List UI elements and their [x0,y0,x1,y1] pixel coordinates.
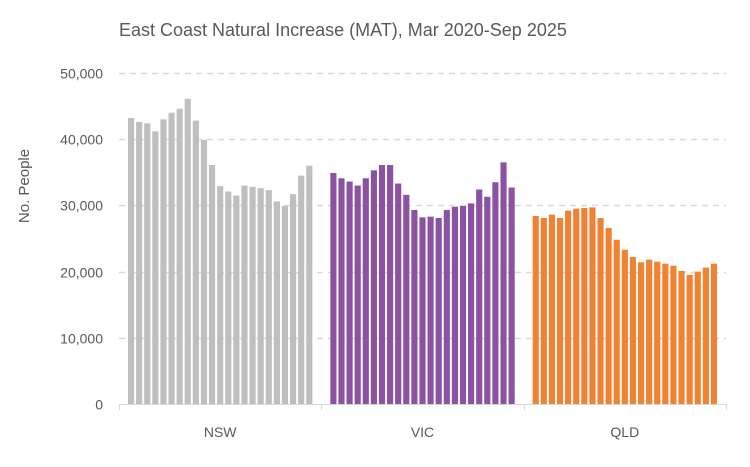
bar-vic [387,165,394,404]
y-tick-label: 20,000 [60,265,103,281]
bar-vic [362,178,369,404]
bar-qld [589,207,596,404]
bar-nsw [208,165,216,404]
bar-vic [508,187,515,404]
bar-nsw [241,185,248,404]
category-labels: NSW VIC QLD [204,424,639,440]
bar-nsw [200,139,208,405]
bar-vic [468,203,475,404]
y-tick-label: 50,000 [60,66,103,82]
bar-nsw [281,206,289,404]
bar-qld [654,261,661,404]
bar-vic [338,178,345,404]
category-label-qld: QLD [610,424,639,440]
bar-qld [629,257,637,404]
bar-qld [686,274,693,404]
bar-vic [354,185,361,404]
bar-vic [346,181,353,404]
bar-vic [411,210,418,404]
bar-nsw [290,194,297,404]
bar-vic [370,170,377,404]
bar-qld [556,217,564,404]
bar-qld [548,214,555,404]
bar-vic [378,165,386,404]
y-tick-label: 0 [95,397,103,413]
y-axis-label: No. People [16,149,33,223]
bar-nsw [217,186,224,404]
bar-nsw [144,123,151,404]
bar-nsw [192,120,199,404]
bar-qld [646,259,653,404]
category-label-vic: VIC [411,424,434,440]
bar-qld [565,210,572,404]
bar-vic [500,162,507,404]
bar-vic [419,217,426,404]
bar-nsw [160,119,167,404]
bar-qld [581,208,588,404]
bar-nsw [233,195,240,404]
bar-qld [678,270,685,404]
bar-qld [621,249,628,404]
bar-vic [330,172,337,404]
bar-vic [484,196,491,404]
bar-vic [403,194,410,404]
bar-nsw [298,175,305,404]
bars [127,98,718,405]
x-axis-ticks [119,404,727,410]
bar-qld [532,215,539,404]
bar-vic [492,182,499,404]
bar-qld [694,271,701,404]
bar-vic [435,217,442,404]
bar-nsw [168,112,175,404]
bar-vic [427,216,434,404]
bar-qld [710,263,718,404]
y-axis-ticks: 0 10,000 20,000 30,000 40,000 50,000 [60,66,103,413]
chart-title: East Coast Natural Increase (MAT), Mar 2… [119,20,567,40]
bar-qld [702,267,709,404]
y-tick-label: 30,000 [60,198,103,214]
bar-vic [476,189,483,404]
bar-nsw [176,108,183,404]
bar-vic [459,206,467,404]
bar-nsw [184,98,191,404]
bar-qld [605,227,612,404]
bar-nsw [127,118,135,405]
bar-vic [443,210,450,404]
bar-vic [451,206,458,404]
bar-nsw [136,121,143,405]
y-tick-label: 10,000 [60,331,103,347]
bar-nsw [257,188,264,404]
bar-nsw [225,191,232,404]
bar-nsw [265,190,272,404]
y-tick-label: 40,000 [60,132,103,148]
category-label-nsw: NSW [204,424,237,440]
bar-nsw [306,165,313,404]
bar-nsw [249,186,256,404]
bar-qld [573,208,580,404]
bar-qld [637,262,645,404]
bar-qld [597,217,604,404]
bar-vic [395,183,402,404]
bar-qld [613,239,620,404]
bar-qld [670,265,677,404]
bar-nsw [152,131,159,404]
bar-nsw [273,201,280,404]
bar-qld [540,217,547,404]
bar-qld [662,263,669,404]
